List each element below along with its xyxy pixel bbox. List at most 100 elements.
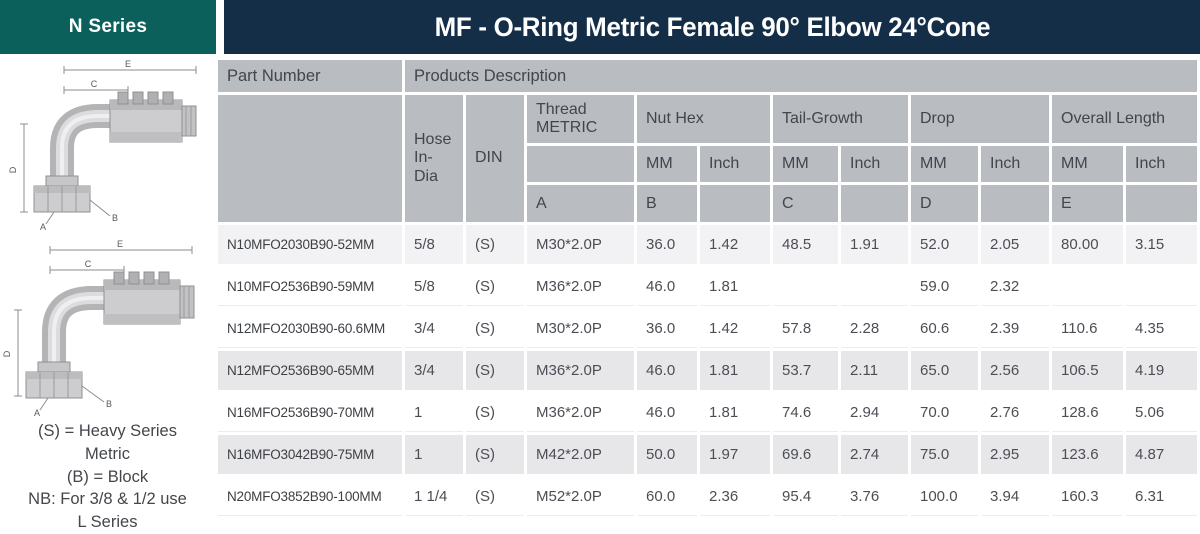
dim-label-d: D [8, 166, 18, 173]
nut-hex-inch: 2.36 [700, 477, 770, 516]
tail-growth-mm: 57.8 [773, 309, 838, 348]
header-row-main: Part Number Products Description [218, 60, 1198, 92]
hose-in-dia: 5/8 [405, 225, 463, 264]
overall-length-inch: 4.87 [1126, 435, 1198, 474]
din: (S) [466, 267, 524, 306]
header-spacer-part-number [218, 95, 402, 222]
series-banner: N Series [0, 0, 216, 54]
col-header-overall-length: Overall Length [1052, 95, 1198, 143]
nut-hex-inch: 1.42 [700, 309, 770, 348]
dim-letter-a: A [527, 185, 634, 222]
dim-label-a: A [40, 222, 46, 232]
tail-growth-mm: 74.6 [773, 393, 838, 432]
header-blank [841, 185, 908, 222]
col-header-tail-growth: Tail-Growth [773, 95, 908, 143]
footnote-line: NB: For 3/8 & 1/2 use [28, 490, 187, 509]
tail-growth-inch: 2.94 [841, 393, 908, 432]
part-number: N10MFO2030B90-52MM [218, 225, 402, 264]
part-number: N12MFO2030B90-60.6MM [218, 309, 402, 348]
dim-label-d: D [2, 350, 12, 357]
tail-growth-mm [773, 267, 838, 306]
header-row-dim-letters: A B C D E [218, 185, 1198, 222]
part-number: N10MFO2536B90-59MM [218, 267, 402, 306]
elbow-fitting-drawing-1: E C D A B [8, 59, 196, 232]
overall-length-inch: 5.06 [1126, 393, 1198, 432]
dim-letter-b: B [637, 185, 697, 222]
din: (S) [466, 309, 524, 348]
table-row: N20MFO3852B90-100MM 1 1/4 (S) M52*2.0P 6… [218, 477, 1198, 516]
footnote-line: L Series [77, 513, 138, 532]
table-row: N16MFO2536B90-70MM 1 (S) M36*2.0P 46.0 1… [218, 393, 1198, 432]
nut-hex-inch: 1.81 [700, 393, 770, 432]
unit-header-inch: Inch [841, 146, 908, 182]
dim-letter-e: E [1052, 185, 1123, 222]
nut-hex-mm: 36.0 [637, 225, 697, 264]
unit-header-mm: MM [773, 146, 838, 182]
hose-in-dia: 5/8 [405, 267, 463, 306]
unit-header-inch: Inch [1126, 146, 1198, 182]
overall-length-mm: 80.00 [1052, 225, 1123, 264]
overall-length-mm: 160.3 [1052, 477, 1123, 516]
col-header-part-number: Part Number [218, 60, 402, 92]
col-header-products-description: Products Description [405, 60, 1198, 92]
nut-hex-mm: 46.0 [637, 267, 697, 306]
thread-metric: M52*2.0P [527, 477, 634, 516]
part-number: N16MFO2536B90-70MM [218, 393, 402, 432]
thread-metric: M30*2.0P [527, 225, 634, 264]
header-blank [981, 185, 1049, 222]
thread-metric: M36*2.0P [527, 267, 634, 306]
dim-letter-d: D [911, 185, 978, 222]
hose-in-dia: 1 [405, 435, 463, 474]
din: (S) [466, 477, 524, 516]
part-number: N20MFO3852B90-100MM [218, 477, 402, 516]
nut-hex-mm: 36.0 [637, 309, 697, 348]
col-header-nut-hex: Nut Hex [637, 95, 770, 143]
left-panel: E C D A B [0, 54, 215, 531]
table-row: N10MFO2536B90-59MM 5/8 (S) M36*2.0P 46.0… [218, 267, 1198, 306]
dim-label-e: E [124, 59, 130, 69]
drop-inch: 2.32 [981, 267, 1049, 306]
thread-metric: M36*2.0P [527, 351, 634, 390]
table-row: N16MFO3042B90-75MM 1 (S) M42*2.0P 50.0 1… [218, 435, 1198, 474]
overall-length-mm: 106.5 [1052, 351, 1123, 390]
overall-length-mm: 123.6 [1052, 435, 1123, 474]
tail-growth-mm: 69.6 [773, 435, 838, 474]
tail-growth-mm: 95.4 [773, 477, 838, 516]
page-title-bar: MF - O-Ring Metric Female 90° Elbow 24°C… [224, 0, 1200, 54]
dim-label-c: C [84, 259, 91, 269]
tail-growth-inch: 2.74 [841, 435, 908, 474]
col-header-hose-in-dia: Hose In- Dia [405, 95, 463, 222]
nut-hex-mm: 50.0 [637, 435, 697, 474]
dim-label-b: B [112, 213, 118, 223]
header-thread-spacer [527, 146, 634, 182]
nut-hex-mm: 46.0 [637, 351, 697, 390]
overall-length-mm [1052, 267, 1123, 306]
unit-header-mm: MM [911, 146, 978, 182]
nut-hex-mm: 46.0 [637, 393, 697, 432]
part-number: N12MFO2536B90-65MM [218, 351, 402, 390]
col-header-thread-metric: Thread METRIC [527, 95, 634, 143]
part-number: N16MFO3042B90-75MM [218, 435, 402, 474]
drop-mm: 70.0 [911, 393, 978, 432]
unit-header-inch: Inch [700, 146, 770, 182]
overall-length-inch: 6.31 [1126, 477, 1198, 516]
unit-header-mm: MM [637, 146, 697, 182]
overall-length-mm: 110.6 [1052, 309, 1123, 348]
footnotes: (S) = Heavy Series Metric (B) = Block NB… [0, 420, 215, 534]
dim-letter-c: C [773, 185, 838, 222]
dim-label-a: A [34, 408, 40, 418]
overall-length-mm: 128.6 [1052, 393, 1123, 432]
header-blank [1126, 185, 1198, 222]
din: (S) [466, 435, 524, 474]
tail-growth-mm: 48.5 [773, 225, 838, 264]
drop-mm: 100.0 [911, 477, 978, 516]
drop-inch: 2.05 [981, 225, 1049, 264]
dim-label-c: C [90, 79, 97, 89]
drop-mm: 59.0 [911, 267, 978, 306]
tail-growth-mm: 53.7 [773, 351, 838, 390]
nut-hex-inch: 1.42 [700, 225, 770, 264]
tail-growth-inch: 3.76 [841, 477, 908, 516]
drop-inch: 3.94 [981, 477, 1049, 516]
spec-table-wrap: Part Number Products Description Hose In… [215, 57, 1200, 530]
drop-inch: 2.95 [981, 435, 1049, 474]
